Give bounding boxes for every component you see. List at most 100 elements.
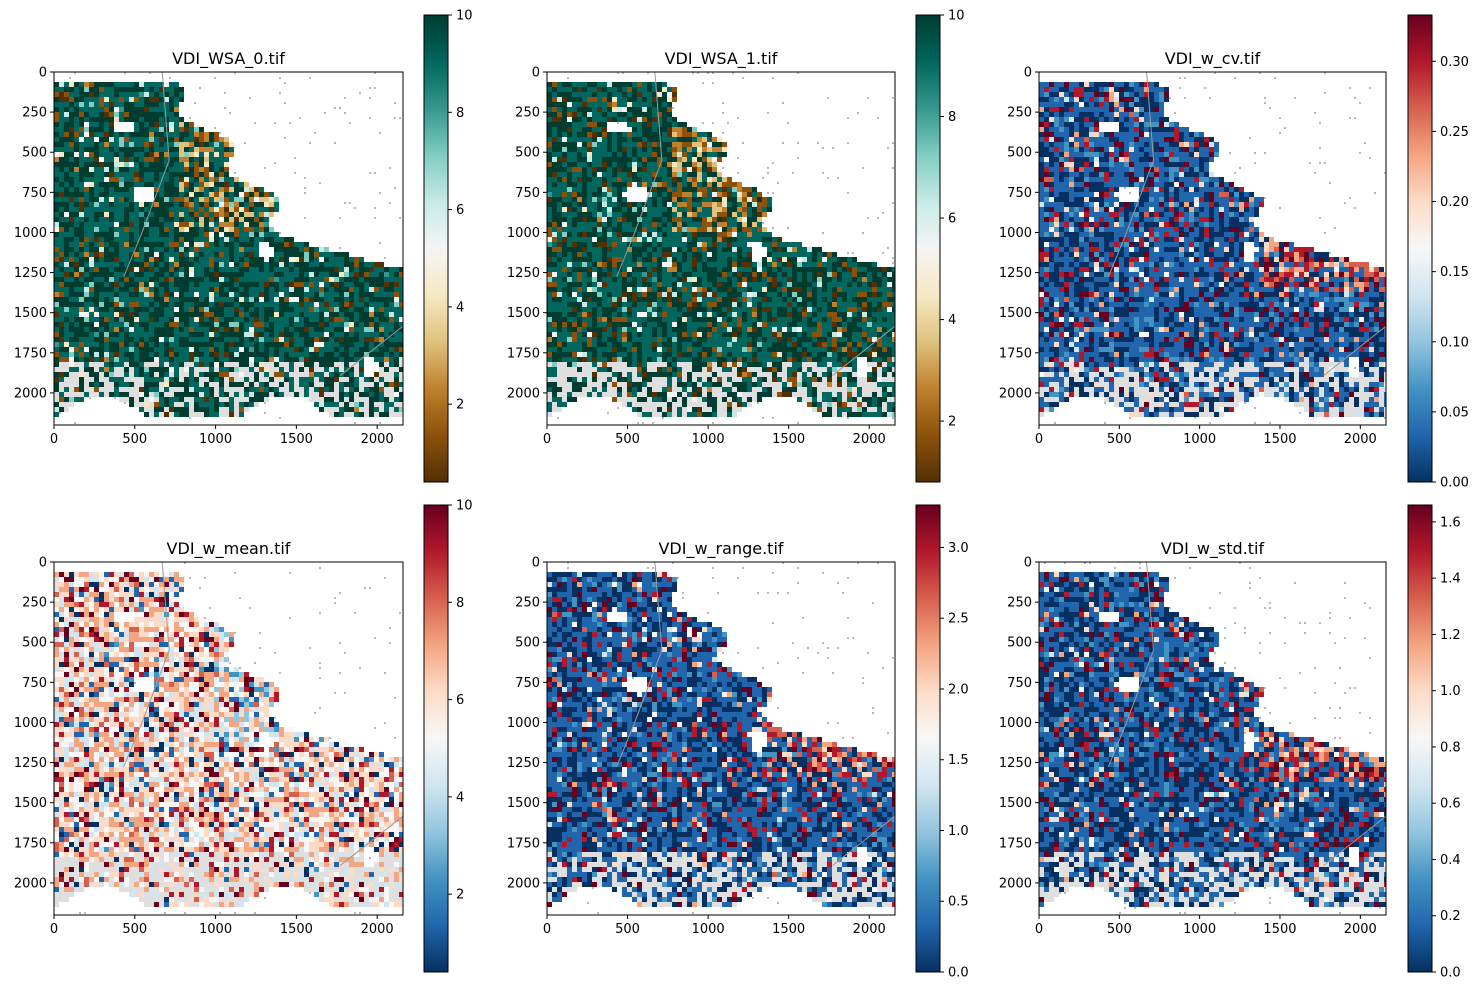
- raster-cell: [109, 147, 114, 152]
- raster-cell: [582, 87, 587, 92]
- raster-cell: [89, 317, 94, 322]
- raster-cell: [239, 257, 244, 262]
- raster-cell: [304, 257, 309, 262]
- raster-cell: [389, 272, 394, 277]
- raster-cell: [99, 322, 104, 327]
- raster-cell: [627, 222, 632, 227]
- raster-cell: [219, 337, 224, 342]
- raster-cell: [104, 87, 109, 92]
- raster-cell: [682, 157, 687, 162]
- raster-cell: [582, 157, 587, 162]
- raster-cell: [229, 277, 234, 282]
- raster-cell: [114, 97, 119, 102]
- raster-cell: [209, 312, 214, 317]
- raster-cell: [154, 212, 159, 217]
- raster-cell: [179, 162, 184, 167]
- raster-cell: [124, 377, 129, 382]
- raster-cell: [139, 292, 144, 297]
- raster-cell: [109, 277, 114, 282]
- raster-cell: [294, 317, 299, 322]
- raster-cell: [399, 372, 403, 377]
- raster-cell: [74, 87, 79, 92]
- raster-cell: [547, 107, 552, 112]
- raster-cell: [399, 322, 403, 327]
- raster-cell: [294, 387, 299, 392]
- raster-cell: [184, 137, 189, 142]
- raster-cell: [239, 322, 244, 327]
- raster-cell: [124, 147, 129, 152]
- raster-cell: [259, 337, 264, 342]
- raster-cell: [667, 222, 672, 227]
- raster-cell: [284, 332, 289, 337]
- raster-cell: [164, 237, 169, 242]
- raster-cell: [89, 92, 94, 97]
- raster-cell: [349, 392, 354, 397]
- raster-cell: [632, 242, 637, 247]
- raster-cell: [169, 222, 174, 227]
- raster-cell: [134, 107, 139, 112]
- raster-cell: [547, 192, 552, 197]
- raster-cell: [389, 367, 394, 372]
- raster-cell: [199, 342, 204, 347]
- raster-cell: [552, 137, 557, 142]
- raster-cell: [587, 207, 592, 212]
- raster-cell: [159, 362, 164, 367]
- raster-cell: [399, 282, 403, 287]
- raster-cell: [204, 352, 209, 357]
- raster-cell: [84, 262, 89, 267]
- raster-cell: [632, 82, 637, 87]
- raster-cell: [552, 202, 557, 207]
- raster-cell: [354, 292, 359, 297]
- raster-cell: [552, 187, 557, 192]
- raster-cell: [712, 182, 717, 187]
- raster-cell: [234, 202, 239, 207]
- raster-cell: [359, 292, 364, 297]
- raster-cell: [647, 87, 652, 92]
- raster-cell: [234, 342, 239, 347]
- raster-cell: [74, 92, 79, 97]
- raster-cell: [632, 257, 637, 262]
- raster-cell: [572, 162, 577, 167]
- raster-cell: [647, 247, 652, 252]
- raster-cell: [104, 142, 109, 147]
- raster-cell: [334, 257, 339, 262]
- raster-cell: [94, 242, 99, 247]
- raster-cell: [389, 352, 394, 357]
- raster-cell: [74, 257, 79, 262]
- raster-cell: [567, 142, 572, 147]
- raster-cell: [129, 367, 134, 372]
- raster-cell: [712, 222, 717, 227]
- raster-cell: [662, 197, 667, 202]
- raster-cell: [149, 107, 154, 112]
- raster-cell: [612, 142, 617, 147]
- raster-cell: [144, 277, 149, 282]
- raster-cell: [214, 367, 219, 372]
- raster-cell: [617, 257, 622, 262]
- raster-cell: [139, 92, 144, 97]
- raster-cell: [219, 297, 224, 302]
- raster-cell: [787, 247, 792, 252]
- raster-cell: [259, 237, 264, 242]
- raster-cell: [224, 387, 229, 392]
- raster-cell: [144, 367, 149, 372]
- raster-cell: [597, 152, 602, 157]
- raster-cell: [169, 357, 174, 362]
- raster-cell: [179, 152, 184, 157]
- raster-cell: [672, 132, 677, 137]
- raster-cell: [269, 317, 274, 322]
- raster-cell: [234, 387, 239, 392]
- raster-cell: [79, 232, 84, 237]
- raster-cell: [742, 222, 747, 227]
- raster-cell: [189, 187, 194, 192]
- raster-cell: [642, 107, 647, 112]
- raster-cell: [204, 367, 209, 372]
- raster-cell: [164, 182, 169, 187]
- raster-cell: [189, 192, 194, 197]
- raster-cell: [399, 287, 403, 292]
- raster-cell: [124, 382, 129, 387]
- raster-cell: [284, 277, 289, 282]
- raster-cell: [244, 267, 249, 272]
- raster-cell: [612, 157, 617, 162]
- raster-cell: [264, 397, 269, 402]
- raster-cell: [89, 347, 94, 352]
